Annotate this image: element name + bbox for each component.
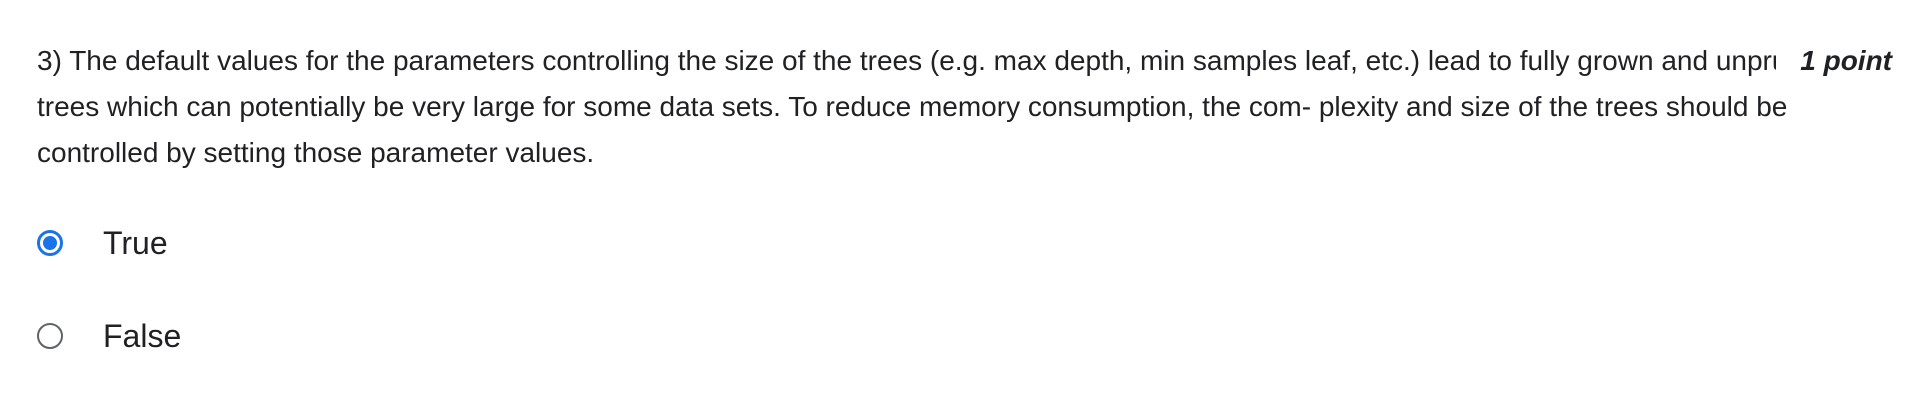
- question-header: 3) The default values for the parameters…: [37, 38, 1892, 176]
- option-false[interactable]: False: [37, 313, 1892, 359]
- option-label: True: [103, 225, 168, 261]
- radio-unselected-icon[interactable]: [37, 323, 63, 349]
- points-badge: 1 point: [1776, 38, 1892, 84]
- answer-options: True False: [37, 220, 1892, 359]
- question-body: The default values for the parameters co…: [37, 45, 1835, 168]
- question-text: 3) The default values for the parameters…: [37, 38, 1892, 176]
- option-true[interactable]: True: [37, 220, 1892, 266]
- radio-selected-icon[interactable]: [37, 230, 63, 256]
- option-label: False: [103, 318, 182, 354]
- question-number: 3): [37, 45, 62, 76]
